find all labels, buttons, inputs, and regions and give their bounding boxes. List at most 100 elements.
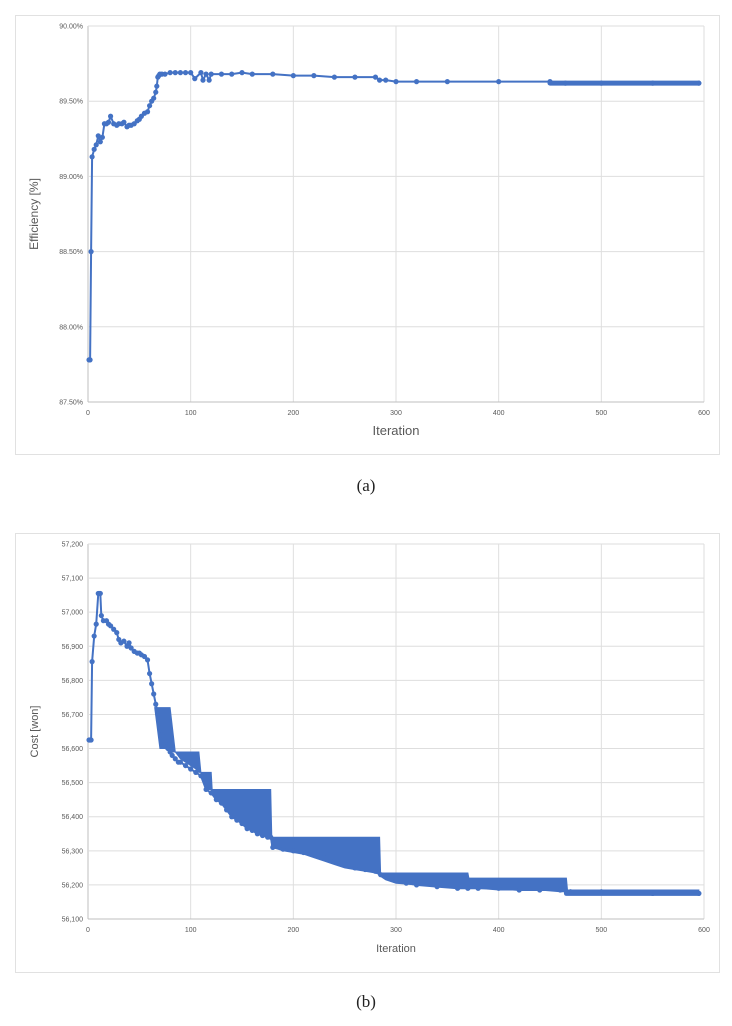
data-point (91, 146, 97, 152)
data-point (434, 884, 440, 890)
data-point (331, 858, 337, 864)
data-point (151, 95, 157, 101)
data-point (516, 887, 522, 893)
y-tick-label: 56,200 (62, 882, 84, 889)
data-point (93, 142, 99, 148)
data-point (88, 737, 94, 743)
data-point (259, 832, 266, 839)
data-point (378, 872, 384, 878)
y-tick-label: 56,600 (62, 746, 84, 753)
series-line (89, 71, 699, 361)
data-point (393, 79, 399, 85)
data-point (206, 77, 212, 83)
y-tick-label: 57,100 (62, 576, 84, 583)
caption-b: (b) (356, 992, 376, 1011)
efficiency-chart-panel: 0 100 200 300 400 500 600 87.50% 88.00% 88.50% 89.… (15, 15, 720, 455)
data-point (218, 71, 225, 77)
data-point (89, 154, 95, 160)
data-point (301, 849, 307, 856)
data-point (270, 844, 276, 851)
data-point (107, 113, 114, 119)
y-tick-label: 56,900 (62, 644, 84, 651)
data-point (496, 885, 502, 891)
x-tick-label: 100 (185, 927, 197, 934)
x-tick-label: 600 (698, 927, 710, 934)
y-tick-label: 88.00% (59, 324, 83, 331)
data-point (182, 762, 189, 769)
data-point (126, 640, 132, 646)
data-point (268, 834, 274, 840)
data-point (383, 77, 389, 83)
data-point (455, 885, 461, 891)
data-point (244, 826, 250, 832)
oscillation-band (154, 707, 700, 894)
data-point (393, 877, 399, 883)
data-point (239, 820, 245, 827)
data-point (203, 786, 209, 793)
data-point (208, 790, 214, 796)
x-tick-label: 600 (698, 410, 710, 417)
series-markers (86, 70, 702, 363)
data-point (280, 846, 286, 852)
data-point (352, 74, 358, 80)
data-point (147, 670, 153, 677)
caption-a: (a) (356, 476, 376, 495)
data-point (234, 817, 240, 823)
data-point (200, 77, 206, 83)
data-point (177, 759, 183, 765)
series-line (89, 592, 699, 895)
data-point (203, 71, 209, 77)
data-point (342, 861, 348, 868)
data-point (153, 89, 159, 95)
data-point (97, 590, 103, 597)
y-tick-label: 56,800 (62, 678, 84, 685)
y-tick-label: 56,400 (62, 814, 84, 821)
series-markers (86, 590, 702, 897)
data-point (177, 70, 183, 76)
data-point (153, 701, 159, 707)
data-point (128, 645, 134, 651)
data-point (413, 882, 420, 888)
grid (87, 543, 705, 920)
data-point (444, 79, 450, 85)
x-axis-title: Iteration (373, 423, 420, 438)
data-point (372, 74, 379, 80)
data-point (111, 626, 117, 632)
cost-chart-panel: 0 100 200 300 400 500 600 56,100 56,200 56,300 56,… (15, 533, 720, 973)
data-point (95, 133, 101, 139)
data-point (362, 866, 368, 873)
data-point (162, 739, 168, 745)
data-point (321, 855, 327, 861)
data-point (331, 74, 337, 80)
data-point (383, 873, 389, 879)
data-point (376, 77, 383, 83)
data-point (93, 621, 99, 627)
data-point (229, 71, 235, 77)
data-point (105, 119, 112, 125)
data-point (213, 797, 219, 803)
x-tick-label: 400 (493, 927, 505, 934)
data-point (114, 630, 120, 636)
x-tick-label: 300 (390, 410, 402, 417)
data-point (151, 691, 157, 697)
data-point (149, 681, 155, 687)
y-axis-title: Cost [won] (29, 706, 41, 758)
x-tick-label: 100 (185, 410, 197, 417)
y-tick-label: 57,200 (62, 542, 84, 549)
data-point (218, 800, 225, 806)
data-point (208, 71, 214, 77)
y-axis-title: Efficiency [%] (27, 178, 41, 250)
y-tick-label: 56,700 (62, 712, 84, 719)
data-point (107, 623, 114, 629)
y-tick-label: 87.50% (59, 400, 83, 407)
data-point (182, 70, 189, 76)
data-point (144, 657, 151, 663)
data-point (254, 831, 260, 837)
data-point (270, 71, 276, 77)
y-tick-label: 56,100 (62, 917, 84, 924)
data-point (496, 79, 502, 85)
data-point (311, 73, 317, 79)
data-point (167, 70, 173, 76)
data-point (89, 659, 95, 665)
y-tick-label: 56,500 (62, 780, 84, 787)
